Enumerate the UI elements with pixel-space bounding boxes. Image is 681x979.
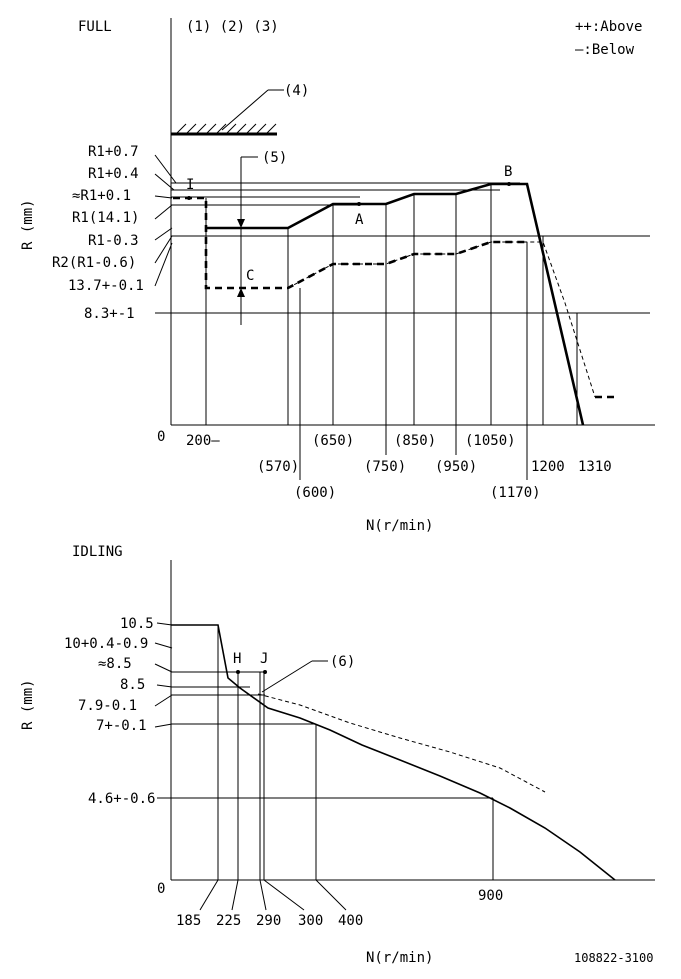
idling-origin: 0 — [157, 881, 165, 897]
ixlabel-225: 225 — [216, 913, 241, 929]
idling-ylabel: R (mm) — [20, 679, 36, 730]
xlabel-850: (850) — [394, 433, 436, 449]
point-c: C — [246, 268, 254, 284]
idling-y-labels: 10.5 10+0.4-0.9 ≈8.5 8.5 7.9-0.1 7+-0.1 … — [64, 616, 173, 807]
full-title: FULL — [78, 19, 112, 35]
iylabel-10: 10+0.4-0.9 — [64, 636, 148, 652]
iylabel-7-9: 7.9-0.1 — [78, 698, 137, 714]
ylabel-r1-plus-07: R1+0.7 — [88, 144, 139, 160]
ylabel-13-7: 13.7+-0.1 — [68, 278, 144, 294]
full-curve-thin-dashed — [287, 241, 596, 398]
idling-x-labels: 185 225 290 300 400 900 — [176, 879, 503, 929]
xlabel-570: (570) — [257, 459, 299, 475]
point-h-dot — [236, 670, 240, 674]
full-panel: FULL (1) (2) (3) ++:Above —:Below 0 (4) — [20, 18, 655, 534]
full-conditions: (1) (2) (3) — [186, 19, 279, 35]
full-origin: 0 — [157, 429, 165, 445]
arrow-up-icon — [237, 288, 245, 297]
idling-panel: IDLING 0 10.5 10+0.4-0.9 ≈8.5 8.5 — [20, 544, 655, 966]
callout-6: (6) — [330, 654, 355, 670]
callout-5: (5) — [262, 150, 287, 166]
ylabel-r1-plus-01: ≈R1+0.1 — [72, 188, 131, 204]
ylabel-8-3: 8.3+-1 — [84, 306, 135, 322]
full-ylabel: R (mm) — [20, 199, 36, 250]
iylabel-approx-8-5: ≈8.5 — [98, 656, 132, 672]
full-curve-solid — [206, 182, 585, 426]
stopper-hatch — [171, 89, 284, 136]
iylabel-7: 7+-0.1 — [96, 718, 147, 734]
point-b-dot — [507, 182, 511, 186]
full-x-labels: 200— (570) (600) (650) (750) (850) (950)… — [186, 433, 612, 501]
full-xlabel: N(r/min) — [366, 518, 433, 534]
point-i-dot — [187, 196, 191, 200]
xlabel-200: 200— — [186, 433, 220, 449]
xlabel-750: (750) — [364, 459, 406, 475]
callout-6-leader — [261, 660, 313, 693]
ixlabel-900: 900 — [478, 888, 503, 904]
part-number: 108822-3100 — [574, 951, 653, 965]
legend-above: ++:Above — [575, 19, 642, 35]
legend-below: —:Below — [575, 42, 635, 58]
idling-xlabel: N(r/min) — [366, 950, 433, 966]
ixlabel-290: 290 — [256, 913, 281, 929]
ylabel-r1-plus-04: R1+0.4 — [88, 166, 139, 182]
point-a: A — [355, 212, 364, 228]
xlabel-1170: (1170) — [490, 485, 541, 501]
point-a-dot — [357, 202, 361, 206]
idling-title: IDLING — [72, 544, 123, 560]
xlabel-950: (950) — [435, 459, 477, 475]
point-i: I — [186, 177, 194, 193]
xlabel-650: (650) — [312, 433, 354, 449]
iylabel-10-5: 10.5 — [120, 616, 154, 632]
point-b: B — [504, 164, 512, 180]
idling-curve-dashed — [257, 693, 546, 793]
iylabel-8-5: 8.5 — [120, 677, 145, 693]
arrow-down-icon — [237, 219, 245, 228]
full-curve-dashed — [173, 196, 527, 290]
ixlabel-185: 185 — [176, 913, 201, 929]
xlabel-1200: 1200 — [531, 459, 565, 475]
ylabel-r2: R2(R1-0.6) — [52, 255, 136, 271]
ixlabel-400: 400 — [338, 913, 363, 929]
xlabel-1310: 1310 — [578, 459, 612, 475]
ylabel-r1: R1(14.1) — [72, 210, 139, 226]
callout-4: (4) — [284, 83, 309, 99]
ixlabel-300: 300 — [298, 913, 323, 929]
xlabel-1050: (1050) — [465, 433, 516, 449]
point-j-dot — [263, 670, 267, 674]
iylabel-4-6: 4.6+-0.6 — [88, 791, 155, 807]
point-j: J — [260, 651, 268, 667]
point-h: H — [233, 651, 241, 667]
idling-curve-solid — [171, 624, 616, 881]
ylabel-r1-minus-03: R1-0.3 — [88, 233, 139, 249]
xlabel-600: (600) — [294, 485, 336, 501]
full-y-labels: R1+0.7 R1+0.4 ≈R1+0.1 R1(14.1) R1-0.3 R2… — [52, 144, 177, 322]
